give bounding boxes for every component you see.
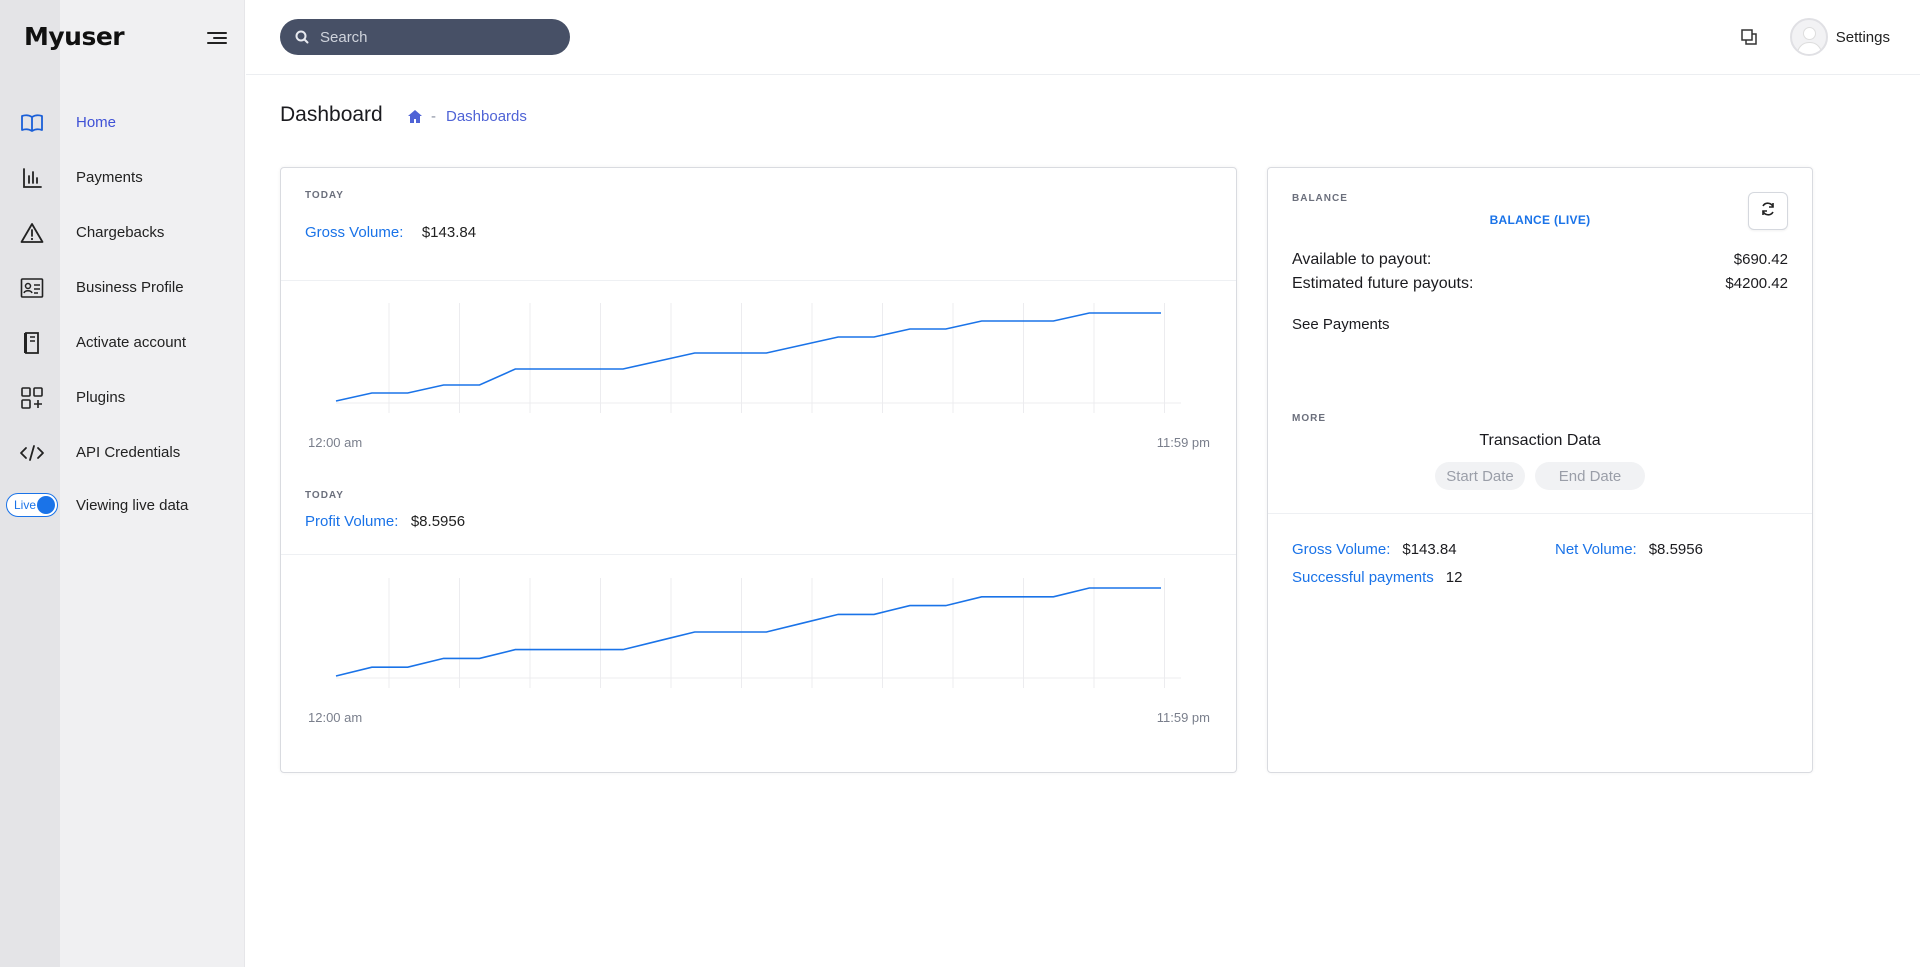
balance-tag: BALANCE [1292,193,1348,204]
sidebar-item-label: Payments [76,169,143,186]
gross-volume-value: $143.84 [421,224,477,241]
live-data-label: Viewing live data [76,496,189,514]
live-data-toggle[interactable]: Live [6,493,58,517]
gross-today-tag: TODAY [305,190,344,201]
sidebar-item-label: Chargebacks [76,224,165,241]
future-payouts-label: Estimated future payouts: [1292,275,1474,292]
future-payouts-value: $4200.42 [1725,275,1788,292]
sidebar-item-api-credentials[interactable]: API Credentials [0,425,245,480]
profit-axis-start: 12:00 am [308,710,363,725]
summary-gross-label: Gross Volume: [1292,541,1391,558]
gross-axis-start: 12:00 am [308,435,363,450]
breadcrumb: - Dashboards [407,108,527,125]
toggle-knob [37,496,55,514]
summary-successful-payments: Successful payments 12 [1292,569,1462,586]
bar-chart-icon [19,165,45,191]
refresh-button[interactable] [1748,192,1788,230]
summary-gross-value: $143.84 [1402,541,1457,558]
gross-axis-end: 11:59 pm [1156,435,1210,450]
sidebar-item-activate-account[interactable]: Activate account [0,315,245,370]
avatar-head [1802,27,1816,40]
home-icon[interactable] [407,109,423,124]
profit-axis-end: 11:59 pm [1156,710,1210,725]
sidebar-item-label: Business Profile [76,279,184,296]
future-payouts-row: Estimated future payouts: $4200.42 [1292,275,1788,293]
settings-link[interactable]: Settings [1835,28,1890,46]
avatar[interactable] [1789,18,1828,56]
available-payout-label: Available to payout: [1292,251,1432,268]
summary-success-value: 12 [1445,569,1463,586]
breadcrumb-separator: - [431,108,436,125]
profit-volume-row: Profit Volume: $8.5956 [305,513,465,531]
section-divider [281,554,1236,555]
sidebar-item-payments[interactable]: Payments [0,150,245,205]
profit-volume-chart [335,578,1181,688]
header-actions: Settings [1738,17,1890,57]
profit-series-line [335,587,1161,677]
profit-volume-label: Profit Volume: [305,513,399,530]
sidebar-item-business-profile[interactable]: Business Profile [0,260,245,315]
summary-net-volume: Net Volume: $8.5956 [1555,541,1703,558]
profit-volume-value: $8.5956 [410,513,466,530]
live-toggle-text: Live [14,498,37,512]
search-icon [295,30,309,44]
sidebar-item-label: Home [76,114,117,131]
sidebar-item-live-data: Live Viewing live data [0,480,245,530]
sidebar-item-label: Activate account [76,334,187,351]
profit-today-tag: TODAY [305,490,344,501]
summary-net-value: $8.5956 [1648,541,1703,558]
top-header: Settings [246,0,1920,75]
summary-gross-volume: Gross Volume: $143.84 [1292,541,1457,558]
document-icon [19,330,45,356]
id-card-icon [19,275,45,301]
section-divider [281,280,1236,281]
sidebar-rail [0,0,60,967]
search-bar[interactable] [280,19,570,55]
sidebar: Myuser Home Payments Chargebacks B [0,0,245,967]
gross-series-line [335,312,1161,402]
sidebar-item-home[interactable]: Home [0,95,245,150]
summary-success-label: Successful payments [1292,569,1434,586]
breadcrumb-current[interactable]: Dashboards [446,108,527,125]
menu-toggle-icon[interactable] [206,28,228,48]
transaction-data-title: Transaction Data [1479,432,1601,449]
balance-live-label: BALANCE (LIVE) [1489,213,1591,227]
sidebar-item-label: API Credentials [76,444,181,461]
sidebar-item-plugins[interactable]: Plugins [0,370,245,425]
gross-volume-label: Gross Volume: [305,224,404,241]
page-title: Dashboard [280,103,383,126]
avatar-body [1796,42,1822,54]
gross-volume-row: Gross Volume: $143.84 [305,224,476,242]
grid-plus-icon [19,385,45,411]
see-payments-link[interactable]: See Payments [1292,316,1390,333]
warning-icon [19,220,45,246]
brand-logo: Myuser [24,22,125,51]
date-range [1268,462,1812,490]
gross-volume-chart [335,303,1181,413]
end-date-input[interactable] [1535,462,1645,490]
balance-card: BALANCE BALANCE (LIVE) Available to payo… [1267,167,1813,773]
code-icon [19,440,45,466]
available-payout-value: $690.42 [1733,251,1788,268]
sidebar-item-label: Plugins [76,389,126,406]
summary-net-label: Net Volume: [1555,541,1637,558]
start-date-input[interactable] [1435,462,1525,490]
section-divider [1268,513,1812,514]
windows-icon[interactable] [1738,26,1760,48]
more-tag: MORE [1292,413,1326,424]
sidebar-item-chargebacks[interactable]: Chargebacks [0,205,245,260]
sidebar-nav: Home Payments Chargebacks Business Profi… [0,95,245,530]
book-icon [19,110,45,136]
search-input[interactable] [320,19,560,55]
refresh-icon [1760,201,1776,222]
today-card: TODAY Gross Volume: $143.84 12:00 am 11:… [280,167,1237,773]
available-payout-row: Available to payout: $690.42 [1292,251,1788,269]
